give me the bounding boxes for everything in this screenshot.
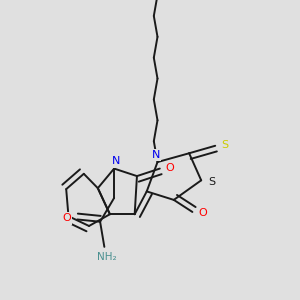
- Text: O: O: [166, 163, 175, 173]
- Text: S: S: [221, 140, 229, 150]
- Text: NH₂: NH₂: [97, 252, 116, 262]
- Text: N: N: [112, 156, 121, 167]
- Text: N: N: [152, 150, 160, 160]
- Text: O: O: [199, 208, 207, 218]
- Text: S: S: [208, 177, 215, 187]
- Text: O: O: [62, 214, 71, 224]
